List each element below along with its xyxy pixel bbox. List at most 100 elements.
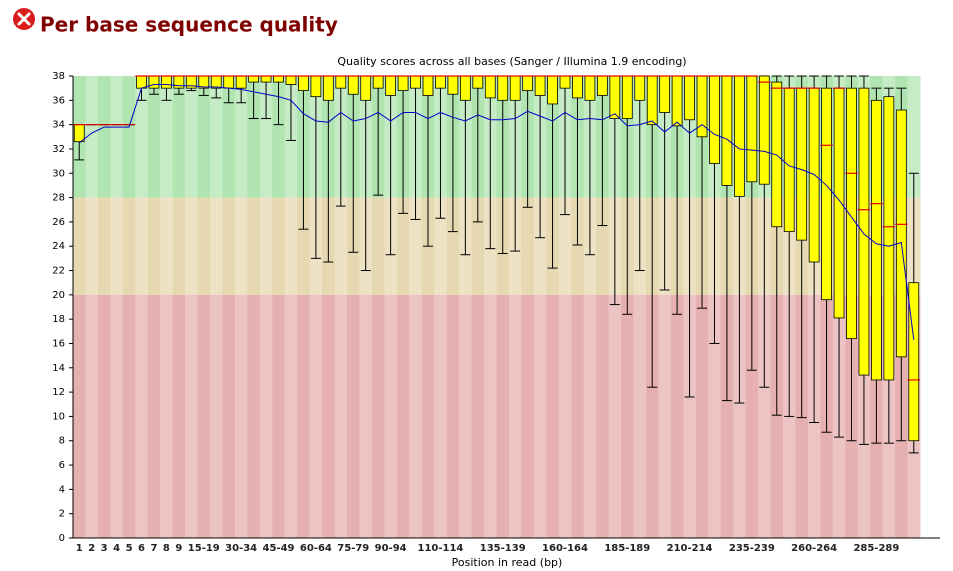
quality-band (396, 197, 410, 295)
box (497, 75, 509, 101)
quality-band (421, 294, 435, 538)
box (534, 75, 546, 96)
quality-band (197, 76, 211, 198)
quality-band (371, 197, 385, 295)
y-tick-label: 32 (52, 144, 65, 155)
x-tick-label: 30-34 (225, 543, 257, 554)
quality-band (185, 197, 199, 295)
y-tick-label: 2 (59, 509, 65, 520)
quality-band (247, 294, 261, 538)
quality-band (633, 294, 647, 538)
quality-band (733, 294, 747, 538)
box (173, 75, 185, 89)
y-tick-label: 28 (52, 193, 65, 204)
quality-band (147, 197, 161, 295)
y-tick-label: 14 (52, 363, 65, 374)
x-tick-label: 4 (113, 543, 120, 554)
quality-band (284, 197, 298, 295)
box (584, 75, 596, 101)
box (634, 75, 646, 101)
box (721, 75, 733, 186)
quality-band (695, 294, 709, 538)
quality-band (384, 294, 398, 538)
x-tick-label: 160-164 (542, 543, 588, 554)
quality-band (197, 294, 211, 538)
y-tick-label: 34 (52, 120, 65, 131)
quality-band (110, 76, 124, 198)
quality-band (97, 76, 111, 198)
box (883, 96, 895, 381)
y-tick-label: 10 (52, 411, 65, 422)
quality-band (135, 76, 149, 198)
quality-band (147, 76, 161, 198)
box (435, 75, 446, 89)
quality-band (222, 76, 236, 198)
error-icon (13, 8, 35, 30)
quality-band (571, 197, 585, 295)
box (410, 75, 421, 89)
box (621, 75, 633, 119)
x-tick-label: 3 (101, 543, 108, 554)
x-tick-label: 75-79 (337, 543, 369, 554)
box (646, 75, 658, 126)
x-tick-label: 5 (126, 543, 133, 554)
quality-band (234, 197, 248, 295)
quality-band (259, 76, 273, 198)
quality-band (272, 197, 286, 295)
box (73, 124, 85, 143)
quality-band (160, 76, 174, 198)
box (908, 282, 920, 442)
x-tick-label: 60-64 (300, 543, 332, 554)
x-tick-label: 260-264 (791, 543, 837, 554)
quality-band (396, 294, 410, 538)
quality-band (434, 197, 448, 295)
y-tick-label: 20 (52, 290, 65, 301)
box (472, 75, 484, 89)
quality-band (558, 294, 572, 538)
box (547, 75, 558, 105)
box (285, 75, 297, 85)
quality-band (434, 294, 448, 538)
quality-band (73, 197, 86, 295)
quality-band (259, 197, 273, 295)
y-tick-label: 16 (52, 338, 65, 349)
quality-band (210, 76, 223, 198)
box (422, 75, 434, 96)
quality-band (122, 294, 136, 538)
quality-band (135, 197, 149, 295)
box (459, 75, 471, 101)
quality-band (533, 294, 547, 538)
quality-band (658, 294, 672, 538)
quality-band (745, 294, 759, 538)
box (671, 75, 683, 127)
quality-band (73, 294, 86, 538)
quality-band (247, 197, 261, 295)
quality-band (596, 197, 610, 295)
quality-band (210, 294, 223, 538)
quality-band (234, 294, 248, 538)
box (372, 75, 384, 89)
quality-band (110, 294, 124, 538)
quality-band (645, 294, 659, 538)
box (235, 75, 247, 89)
quality-band (446, 197, 460, 295)
box (684, 75, 695, 121)
quality-band (122, 197, 136, 295)
quality-band (172, 76, 186, 198)
x-tick-label: 110-114 (417, 543, 463, 554)
box (846, 87, 857, 340)
box (522, 75, 534, 91)
quality-band (122, 76, 136, 198)
box (447, 75, 459, 95)
x-tick-label: 9 (175, 543, 182, 554)
y-tick-label: 38 (52, 71, 65, 82)
box (509, 75, 521, 101)
page-title: Per base sequence quality (40, 13, 338, 37)
y-tick-label: 8 (59, 436, 65, 447)
quality-band (160, 294, 174, 538)
x-tick-label: 15-19 (188, 543, 220, 554)
quality-band (247, 76, 261, 198)
x-tick-label: 135-139 (480, 543, 526, 554)
quality-band (446, 294, 460, 538)
quality-band (484, 294, 497, 538)
